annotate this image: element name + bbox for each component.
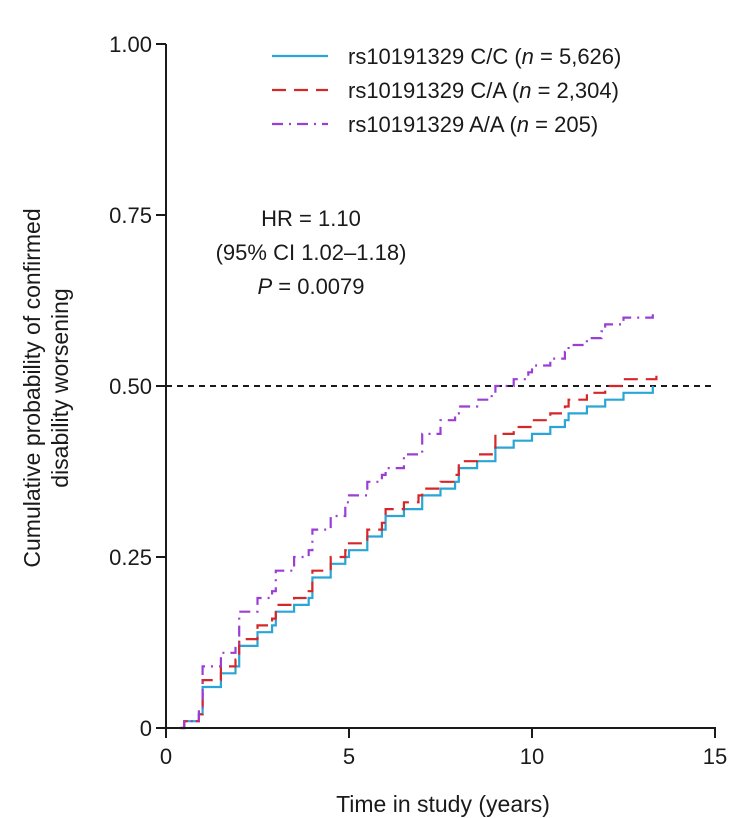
y-tick-label-0: 0 <box>140 716 152 741</box>
legend-label-2: rs10191329 A/A (n = 205) <box>348 112 598 137</box>
y-tick-label-1: 0.25 <box>109 545 152 570</box>
series-line-1 <box>180 372 658 730</box>
legend-label-0: rs10191329 C/C (n = 5,626) <box>348 44 621 69</box>
p-value-text: P = 0.0079 <box>257 274 364 299</box>
legend-label-1: rs10191329 C/A (n = 2,304) <box>348 78 619 103</box>
y-tick-label-3: 0.75 <box>109 203 152 228</box>
x-tick-label-3: 15 <box>703 744 727 769</box>
y-axis-title-line-2: disability worsening <box>47 288 73 487</box>
x-tick-label-2: 10 <box>520 744 544 769</box>
y-tick-label-4: 1.00 <box>109 32 152 57</box>
y-axis-title-line-1: Cumulative probability of confirmed <box>19 208 45 567</box>
hazard-ratio-text: HR = 1.10 <box>261 206 361 231</box>
series-layer <box>180 310 658 730</box>
x-tick-label-1: 5 <box>343 744 355 769</box>
y-tick-label-2: 0.50 <box>109 374 152 399</box>
x-axis-title: Time in study (years) <box>336 791 550 817</box>
x-tick-label-0: 0 <box>160 744 172 769</box>
series-line-2 <box>180 310 654 730</box>
legend: rs10191329 C/C (n = 5,626) rs10191329 C/A… <box>272 44 621 137</box>
stats-annotation: HR = 1.10 (95% CI 1.02–1.18) P = 0.0079 <box>216 206 407 299</box>
confidence-interval-text: (95% CI 1.02–1.18) <box>216 240 407 265</box>
y-axis-title: Cumulative probability of confirmed disa… <box>19 208 73 567</box>
axes: 0 0.25 0.50 0.75 1.00 0 5 10 15 <box>109 32 727 769</box>
series-line-0 <box>180 386 654 730</box>
